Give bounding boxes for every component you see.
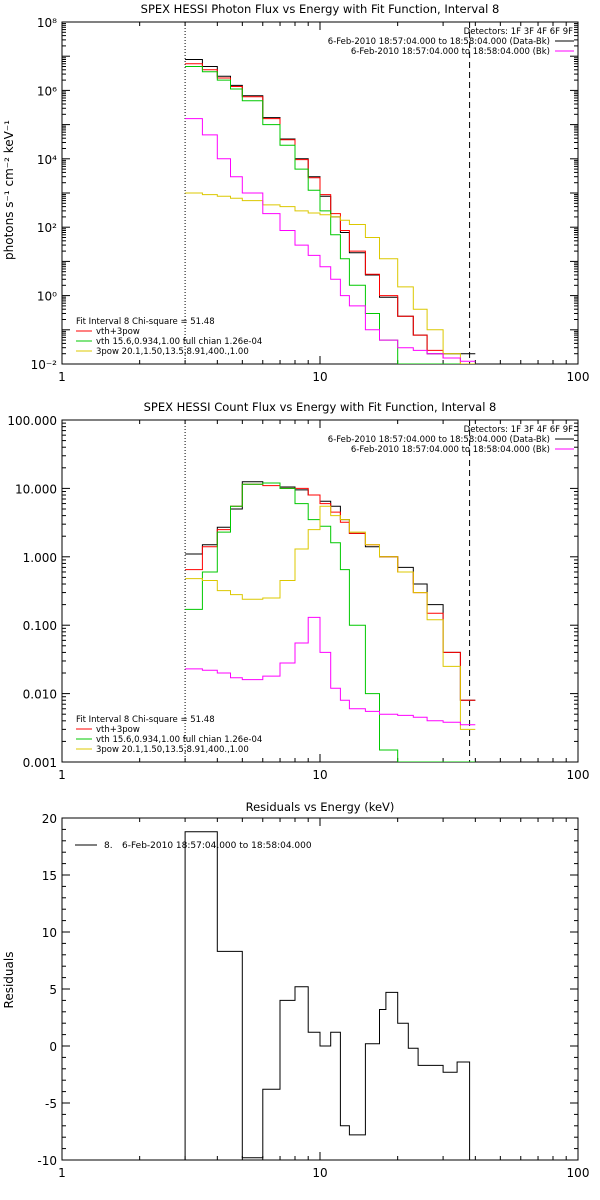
fit-legend-entry: 3pow 20.1,1.50,13.5,8.91,400.,1.00 xyxy=(96,745,249,755)
chart-title: SPEX HESSI Count Flux vs Energy with Fit… xyxy=(144,400,497,414)
top-legend-entry: 6-Feb-2010 18:57:04.000 to 18:58:04.000 … xyxy=(328,37,550,47)
series-background xyxy=(185,118,476,362)
y-tick-label: 0.001 xyxy=(23,756,57,770)
fit-legend-entry: 3pow 20.1,1.50,13.5,8.91,400.,1.00 xyxy=(96,347,249,357)
top-legend: Detectors: 1F 3F 4F 6F 9F6-Feb-2010 18:5… xyxy=(328,425,574,455)
y-axis-label: Residuals xyxy=(2,952,16,1009)
top-legend-entry: 6-Feb-2010 18:57:04.000 to 18:58:04.000 … xyxy=(351,47,550,57)
top-legend: Detectors: 1F 3F 4F 6F 9F6-Feb-2010 18:5… xyxy=(328,27,574,57)
series-group xyxy=(185,481,476,762)
y-axis-label: photons s⁻¹ cm⁻² keV⁻¹ xyxy=(2,120,16,260)
chart-title: SPEX HESSI Photon Flux vs Energy with Fi… xyxy=(141,2,500,16)
y-tick-label: 20 xyxy=(42,812,57,826)
series-thermal xyxy=(185,482,476,762)
x-tick-label: 10 xyxy=(312,370,327,384)
y-tick-label: 10.000 xyxy=(15,482,57,496)
series-nonthermal xyxy=(185,505,476,730)
legend-number: 8. xyxy=(104,841,113,851)
axis-ticks: 1 10 100 -10 -5 0 5 10 15 20 xyxy=(37,812,589,1180)
fit-legend-entry: vth+3pow xyxy=(96,327,140,337)
x-tick-label: 10 xyxy=(312,1166,327,1180)
fit-legend-entry: vth 15.6,0.934,1.00 full chian 1.26e-04 xyxy=(96,735,262,745)
y-tick-label: 10⁸ xyxy=(37,16,57,30)
y-tick-label: 0 xyxy=(49,1040,57,1054)
x-tick-label: 100 xyxy=(567,768,590,782)
marker-lines xyxy=(184,420,471,762)
y-tick-label: 10 xyxy=(42,926,57,940)
y-tick-label: 10⁰ xyxy=(37,290,57,304)
x-tick-label: 10 xyxy=(312,768,327,782)
y-tick-label: 10⁻² xyxy=(31,358,58,372)
y-tick-label: 10⁶ xyxy=(37,84,57,98)
y-tick-label: -5 xyxy=(45,1097,57,1111)
top-legend-entry: Detectors: 1F 3F 4F 6F 9F xyxy=(464,27,573,37)
plot-frame xyxy=(61,419,579,763)
plot-frame xyxy=(61,817,579,1161)
top-legend-entry: 6-Feb-2010 18:57:04.000 to 18:58:04.000 … xyxy=(351,445,550,455)
photon-flux-panel: SPEX HESSI Photon Flux vs Energy with Fi… xyxy=(2,2,589,384)
y-tick-label: 5 xyxy=(49,983,57,997)
series-total_fit xyxy=(185,63,476,364)
series-group xyxy=(185,59,476,364)
series-nonthermal xyxy=(185,192,476,364)
axis-ticks: 1 10 100 0.001 0.010 0.100 1.000 10.000 100.000 xyxy=(7,414,589,782)
residuals-panel: Residuals vs Energy (keV) Residuals 1 10 1… xyxy=(2,800,589,1180)
fit-legend-entry: Fit Interval 8 Chi-square = 51.48 xyxy=(76,317,215,327)
fit-legend: Fit Interval 8 Chi-square = 51.48vth+3po… xyxy=(76,715,262,755)
x-tick-label: 1 xyxy=(58,768,66,782)
series-background xyxy=(185,616,476,726)
x-tick-label: 1 xyxy=(58,370,66,384)
y-tick-label: -10 xyxy=(37,1154,57,1168)
top-legend-entry: 6-Feb-2010 18:57:04.000 to 18:58:04.000 … xyxy=(328,435,550,445)
y-tick-label: 10² xyxy=(37,221,57,235)
marker-lines xyxy=(184,22,471,364)
y-tick-label: 15 xyxy=(42,869,57,883)
y-tick-label: 10⁴ xyxy=(37,153,57,167)
series-group xyxy=(184,831,471,1160)
fit-legend-entry: Fit Interval 8 Chi-square = 51.48 xyxy=(76,715,215,725)
chart-title: Residuals vs Energy (keV) xyxy=(246,800,395,814)
residual-legend: 8. 6-Feb-2010 18:57:04.000 to 18:58:04.0… xyxy=(75,841,312,851)
top-legend-entry: Detectors: 1F 3F 4F 6F 9F xyxy=(464,425,573,435)
fit-legend-entry: vth 15.6,0.934,1.00 full chian 1.26e-04 xyxy=(96,337,262,347)
y-tick-label: 100.000 xyxy=(7,414,57,428)
legend-text: 6-Feb-2010 18:57:04.000 to 18:58:04.000 xyxy=(122,841,312,851)
x-tick-label: 1 xyxy=(58,1166,66,1180)
y-tick-label: 0.010 xyxy=(23,688,57,702)
x-tick-label: 100 xyxy=(567,1166,590,1180)
fit-legend-entry: vth+3pow xyxy=(96,725,140,735)
fit-legend: Fit Interval 8 Chi-square = 51.48vth+3po… xyxy=(76,317,262,357)
axis-ticks: 1 10 100 10⁻² 10⁰ 10² 10⁴ 10⁶ 10⁸ xyxy=(31,16,590,384)
count-flux-panel: SPEX HESSI Count Flux vs Energy with Fit… xyxy=(7,400,589,782)
y-tick-label: 1.000 xyxy=(23,551,57,565)
y-tick-label: 0.100 xyxy=(23,619,57,633)
x-tick-label: 100 xyxy=(567,370,590,384)
series-residuals xyxy=(184,831,471,1160)
